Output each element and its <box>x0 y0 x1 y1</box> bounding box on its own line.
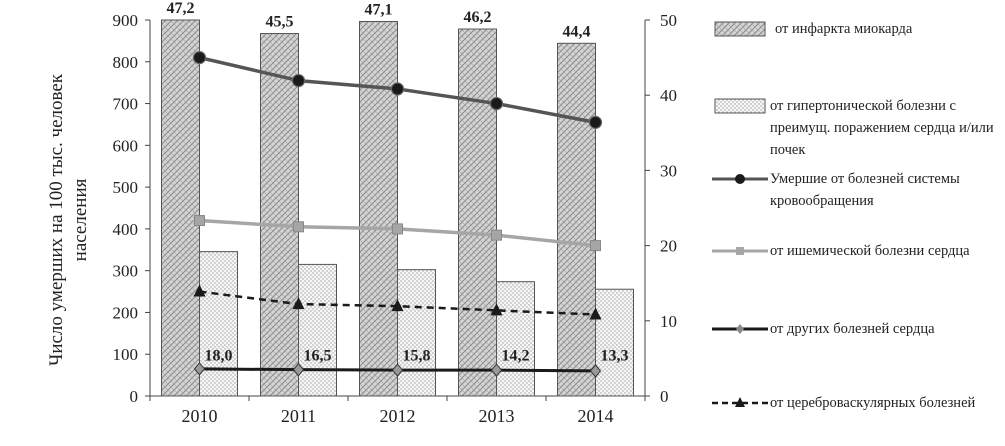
legend-label-cerebro: от цереброваскулярных болезней <box>770 395 976 411</box>
marker-diamond <box>292 362 305 377</box>
marker-diamond <box>193 362 206 376</box>
legend-swatch-hatched <box>714 21 766 37</box>
bar-mi-label: 47,1 <box>365 2 393 19</box>
marker-square <box>491 229 502 241</box>
bar-mi <box>458 28 497 397</box>
y-axis-title: Число умерших на 100 тыс. человек населе… <box>46 73 91 366</box>
legend-label-hypertension: от гипертонической болезни с преимущ. по… <box>770 98 994 158</box>
x-axis-tick-label: 2014 <box>578 406 614 426</box>
marker-square <box>293 221 304 233</box>
marker-circle <box>489 96 504 111</box>
y-axis-title-line2: населения <box>70 178 91 261</box>
left-axis-tick-label: 600 <box>113 136 139 155</box>
left-axis-tick-label: 400 <box>113 220 139 239</box>
legend-label-ihd: от ишемической болезни сердца <box>770 243 970 259</box>
right-axis-tick-label: 20 <box>660 237 677 256</box>
bar-hypertension <box>595 288 634 397</box>
left-axis-tick-label: 900 <box>113 11 139 30</box>
bar-mi-label: 47,2 <box>167 0 195 17</box>
bar-mi <box>161 19 200 397</box>
legend-swatch-square-line <box>712 247 768 255</box>
legend-label-other: от других болезней сердца <box>770 321 935 337</box>
right-axis-tick-label: 40 <box>660 86 677 105</box>
right-axis-tick-label: 30 <box>660 161 677 180</box>
y-axis-title-line1: Число умерших на 100 тыс. человек <box>46 73 67 366</box>
marker-circle <box>390 82 405 96</box>
x-axis-tick-label: 2012 <box>380 406 416 426</box>
left-axis-tick-label: 500 <box>113 178 139 197</box>
legend-swatch-diamond-line <box>712 324 768 334</box>
legend-swatch-circle-line <box>712 174 768 184</box>
left-axis-tick-label: 800 <box>113 53 139 72</box>
bar-mi <box>557 42 596 397</box>
bar-hypertension-label: 16,5 <box>304 347 332 364</box>
x-axis-tick-label: 2011 <box>281 406 316 426</box>
bar-hypertension <box>298 263 337 397</box>
left-axis-tick-label: 300 <box>113 262 139 281</box>
marker-circle <box>588 115 603 129</box>
marker-triangle <box>490 303 503 316</box>
right-axis-tick-label: 0 <box>660 387 669 406</box>
legend-label-mi: от инфаркта миокарда <box>775 21 913 37</box>
left-axis-tick-label: 0 <box>130 387 139 406</box>
lines <box>192 50 603 378</box>
marker-triangle <box>589 307 602 320</box>
bar-hypertension-label: 13,3 <box>601 347 629 364</box>
bar-mi-label: 44,4 <box>563 23 591 40</box>
marker-square <box>590 240 601 252</box>
bar-mi <box>260 33 299 397</box>
legend: от инфаркта миокарда от гипертонической … <box>710 0 1005 446</box>
data-labels: 47,2 45,5 47,1 46,2 44,4 18,0 16,5 15,8 14,2 13,3 <box>167 0 629 364</box>
marker-circle <box>291 73 306 88</box>
right-axis-tick-label: 10 <box>660 312 677 331</box>
bar-mi-label: 45,5 <box>266 14 294 31</box>
bar-hypertension <box>496 281 535 397</box>
marker-diamond <box>490 363 503 377</box>
marker-square <box>392 223 403 235</box>
x-axis-tick-label: 2010 <box>182 406 218 426</box>
left-axis-tick-label: 700 <box>113 95 139 114</box>
left-axis-tick-label: 200 <box>113 303 139 322</box>
marker-circle <box>192 50 207 65</box>
right-axis-tick-label: 50 <box>660 11 677 30</box>
marker-diamond <box>589 364 602 378</box>
marker-triangle <box>193 284 206 297</box>
bars <box>161 19 634 397</box>
bar-hypertension-label: 14,2 <box>502 347 530 364</box>
marker-triangle <box>292 297 305 310</box>
bar-hypertension <box>397 269 436 397</box>
legend-label-total: Умершие от болезней системы кровообращен… <box>770 171 960 209</box>
bar-mi-label: 46,2 <box>464 9 492 26</box>
left-axis-tick-label: 100 <box>113 345 139 364</box>
legend-swatch-triangle-dash <box>712 397 768 407</box>
marker-diamond <box>391 363 404 377</box>
bar-mi <box>359 21 398 397</box>
axes: 0 100 200 300 400 500 600 700 800 900 0 10 20 30 40 50 2… <box>113 11 678 426</box>
bar-hypertension-label: 15,8 <box>403 347 431 364</box>
x-axis-tick-label: 2013 <box>479 406 515 426</box>
legend-swatch-dotted <box>714 98 766 114</box>
bar-hypertension <box>199 251 238 397</box>
marker-square <box>194 215 205 227</box>
bar-hypertension-label: 18,0 <box>205 347 233 364</box>
marker-triangle <box>391 299 404 312</box>
